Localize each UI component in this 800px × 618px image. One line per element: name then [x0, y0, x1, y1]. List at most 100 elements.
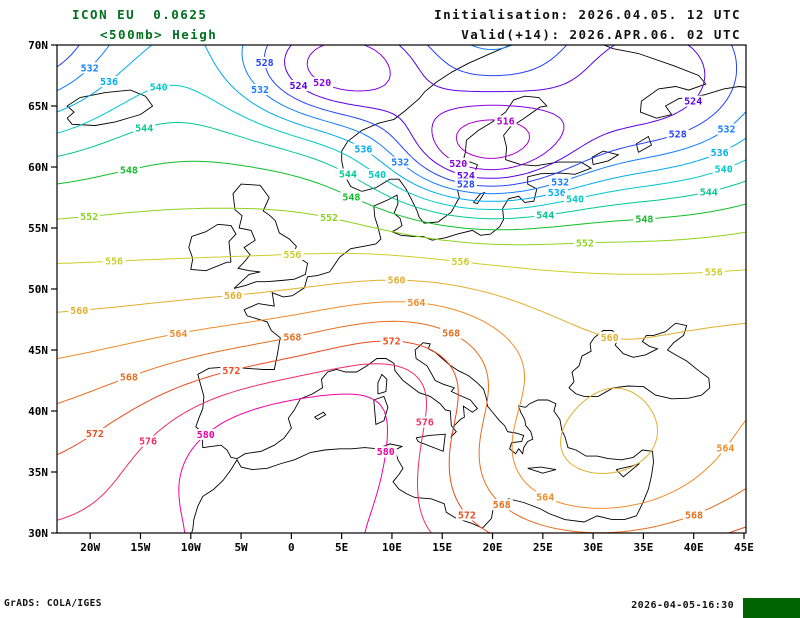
lon-tick-label: 25E — [533, 541, 553, 554]
contour-label: 544 — [135, 124, 153, 135]
contour-label-box — [490, 499, 513, 511]
contour-label: 540 — [715, 165, 733, 176]
contour-label-box — [281, 248, 304, 260]
contour-label-box — [83, 427, 106, 439]
lon-tick-label: 10E — [382, 541, 402, 554]
lon-tick-label: 5E — [335, 541, 348, 554]
contour-label-box — [167, 327, 190, 339]
contour-label-box — [117, 164, 140, 176]
contour-label: 540 — [150, 83, 168, 94]
contour-label: 560 — [224, 291, 242, 302]
contour-label-box — [413, 416, 436, 428]
coastline — [527, 466, 557, 474]
level-title: <500mb> Heigh — [100, 27, 218, 42]
contour-556 — [57, 252, 746, 275]
contour-label-box — [455, 509, 478, 521]
contour-label: 560 — [70, 306, 88, 317]
contour-label: 572 — [458, 511, 476, 522]
contour-label: 532 — [81, 63, 99, 74]
init-time: Initialisation: 2026.04.05. 12 UTC — [434, 7, 741, 22]
contour-label-box — [281, 331, 304, 343]
contour-532 — [57, 45, 746, 195]
coastline — [66, 89, 154, 126]
lat-tick-label: 50N — [28, 283, 48, 296]
contour-label: 528 — [256, 58, 274, 69]
contour-label-box — [366, 169, 389, 181]
render-timestamp: 2026-04-05-16:30 — [631, 600, 734, 611]
contour-label: 572 — [222, 366, 240, 377]
contour-label: 536 — [100, 77, 118, 88]
lon-tick-label: 10W — [181, 541, 201, 554]
contour-label: 532 — [251, 85, 269, 96]
coastline — [373, 395, 389, 426]
contour-label: 556 — [451, 257, 469, 268]
contour-544 — [57, 122, 746, 220]
contour-label-box — [494, 115, 517, 127]
contour-label-box — [374, 446, 397, 458]
contour-label-box — [534, 491, 557, 503]
contour-label-box — [352, 143, 375, 155]
contour-580 — [178, 393, 388, 533]
lon-tick-label: 15W — [131, 541, 151, 554]
contour-label-box — [311, 77, 334, 89]
contour-label-box — [287, 80, 310, 91]
contour-label-box — [702, 266, 725, 278]
contour-label-box — [449, 256, 472, 268]
contour-label: 580 — [377, 447, 395, 458]
contour-label-box — [318, 212, 340, 224]
corner-logo-box — [743, 598, 800, 618]
contour-520 — [306, 45, 565, 171]
coastline — [415, 433, 446, 452]
contour-label-box — [534, 209, 557, 221]
contour-label-box — [78, 210, 101, 222]
contour-label: 544 — [700, 187, 718, 198]
lon-tick-label: 45E — [734, 541, 754, 554]
contour-label-box — [220, 365, 243, 377]
lat-tick-label: 70N — [28, 39, 48, 52]
contour-label: 516 — [497, 117, 515, 128]
coastline — [635, 135, 653, 153]
contour-564 — [57, 301, 746, 509]
contour-label: 548 — [120, 165, 138, 176]
contour-label-box — [454, 178, 477, 190]
contour-label: 532 — [717, 125, 735, 136]
contour-label-box — [712, 163, 735, 175]
coastline — [195, 45, 746, 460]
contour-label: 560 — [387, 276, 405, 287]
contour-516 — [455, 119, 530, 159]
contours-layer — [57, 45, 746, 533]
contour-label: 532 — [551, 178, 569, 189]
contour-label-box — [549, 176, 572, 188]
coastline — [232, 183, 308, 289]
contour-label-box — [385, 274, 408, 286]
contour-536 — [57, 45, 746, 202]
contour-label: 556 — [705, 267, 723, 278]
grads-credit: GrADS: COLA/IGES — [4, 598, 102, 609]
contour-label-box — [222, 289, 244, 301]
contour-label-box — [147, 81, 170, 93]
lon-tick-label: 20E — [483, 541, 503, 554]
contour-label: 524 — [457, 171, 475, 182]
contour-label: 564 — [169, 329, 187, 340]
contour-576 — [57, 363, 432, 533]
contour-label: 528 — [457, 179, 475, 190]
lon-tick-label: 30E — [583, 541, 603, 554]
contour-label-box — [633, 213, 656, 225]
contour-label: 536 — [711, 148, 729, 159]
contour-label-box — [336, 168, 359, 180]
contour-label: 544 — [536, 211, 554, 222]
contour-label-box — [253, 56, 276, 68]
contour-568 — [57, 320, 746, 533]
contour-label: 576 — [416, 418, 434, 429]
contour-label-box — [98, 76, 120, 88]
coastlines-layer — [66, 45, 746, 533]
lat-tick-label: 60N — [28, 161, 48, 174]
lat-tick-label: 30N — [28, 527, 48, 540]
contour-label: 524 — [289, 81, 307, 92]
lon-tick-label: 5W — [234, 541, 248, 554]
contour-label: 552 — [320, 213, 338, 224]
contour-label-box — [78, 62, 101, 74]
contour-label: 572 — [86, 429, 104, 440]
contour-label: 544 — [339, 170, 357, 181]
